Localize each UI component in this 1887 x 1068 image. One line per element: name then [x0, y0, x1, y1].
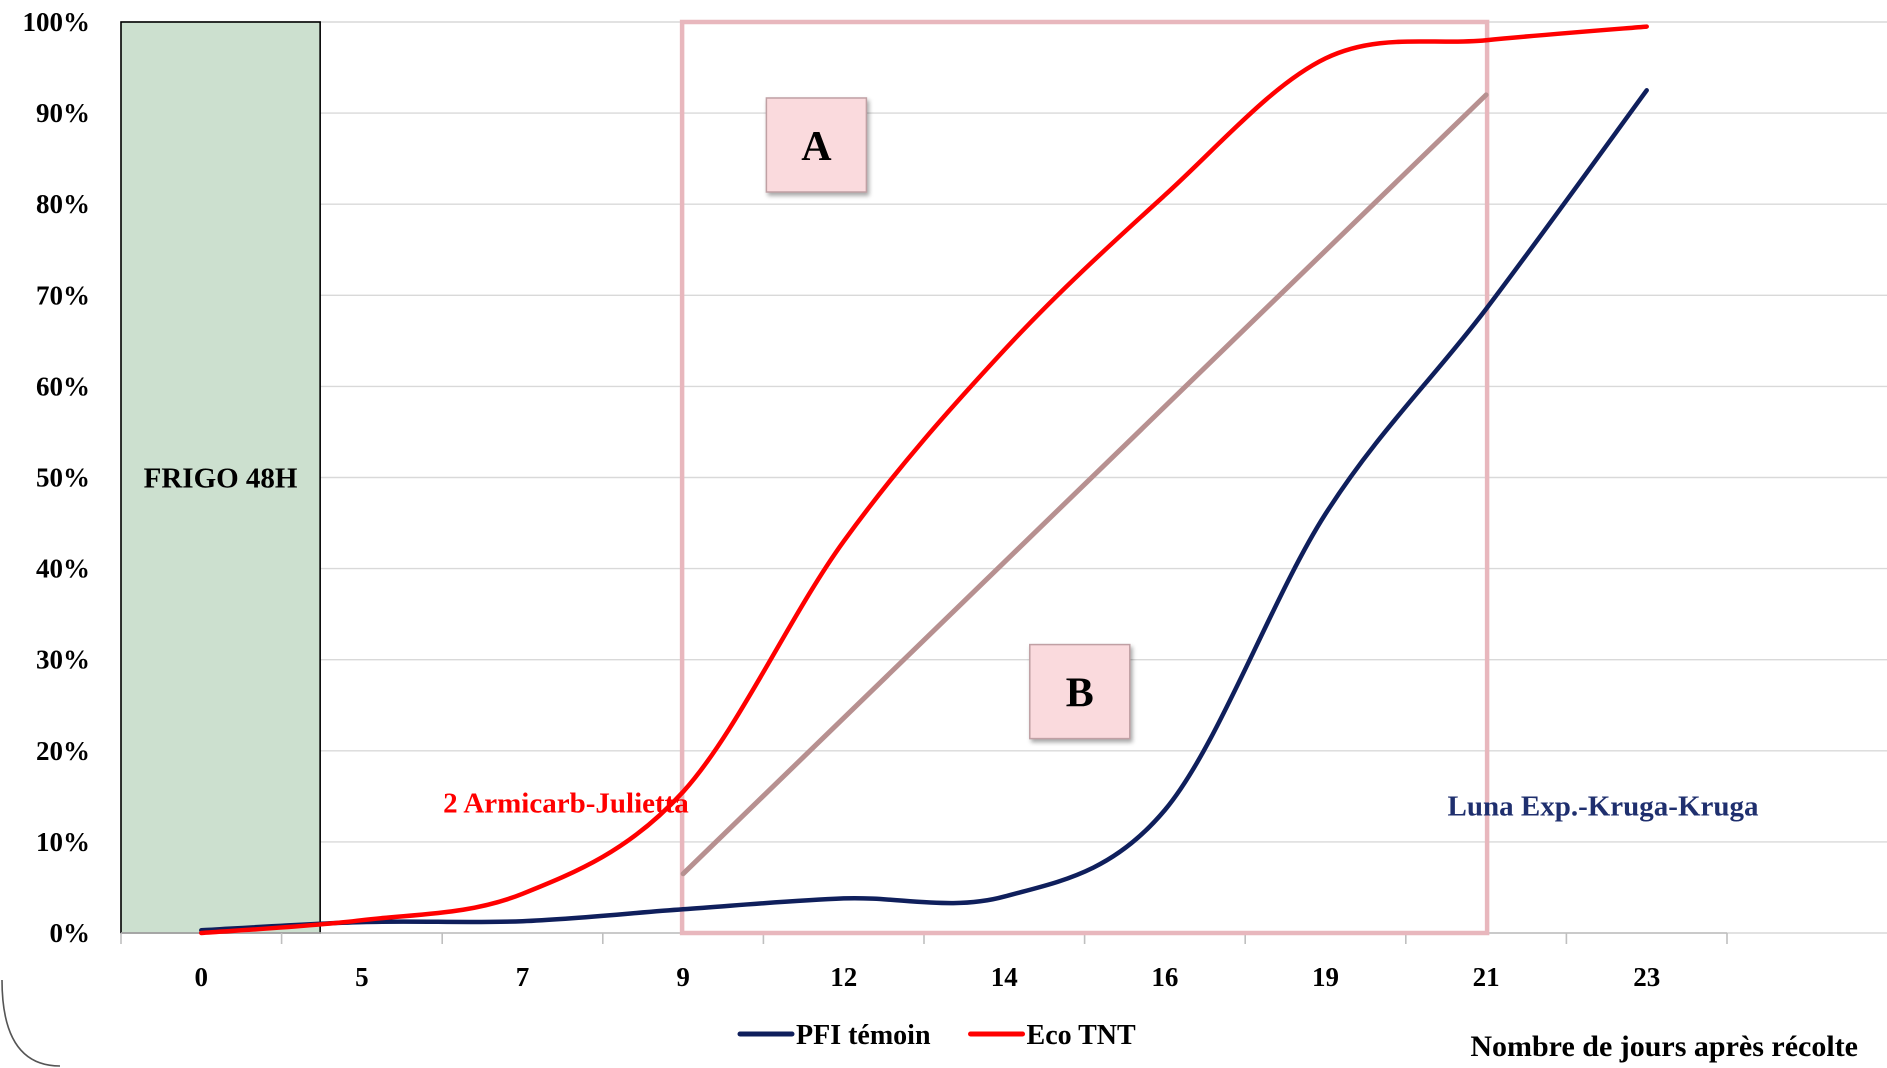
x-tick-label: 12: [830, 962, 857, 992]
x-tick-label: 5: [355, 962, 369, 992]
annotation-box-a-label: A: [801, 124, 832, 170]
y-tick-label: 80%: [36, 189, 90, 219]
y-tick-label: 60%: [36, 371, 90, 401]
annotation-box-a: A: [765, 97, 868, 193]
frigo-48h-label: FRIGO 48H: [144, 463, 298, 495]
legend-label-pfi-t-moin: PFI témoin: [796, 1020, 931, 1051]
y-tick-label: 70%: [36, 280, 90, 310]
x-tick-label: 14: [991, 962, 1018, 992]
annotation-box-b-label: B: [1066, 671, 1094, 717]
y-tick-label: 0%: [50, 918, 91, 948]
series-line-pfi-t-moin: [199, 88, 1649, 933]
annotation-box-b: B: [1029, 643, 1131, 740]
x-tick-label: 16: [1151, 962, 1178, 992]
x-tick-labels: 0 5 7 9 12 14 16 19 21 23: [195, 962, 1661, 992]
frame-corner: [1, 979, 61, 1067]
x-axis-title: Nombre de jours après récolte: [1470, 1030, 1858, 1063]
y-tick-label: 10%: [36, 827, 90, 857]
x-tick-label: 9: [676, 962, 690, 992]
y-tick-labels: 0% 10% 20% 30% 40% 50% 60% 70% 80% 90% 100%: [23, 7, 91, 948]
y-tick-label: 40%: [36, 554, 90, 584]
y-tick-label: 20%: [36, 736, 90, 766]
x-tick-label: 7: [516, 962, 530, 992]
annotation-box-b-frame: [1029, 643, 1131, 740]
frigo-48h-band: [120, 21, 321, 934]
series-line-eco-tnt: [199, 24, 1649, 936]
treatment-window-box: [679, 19, 1490, 936]
x-tick-label: 23: [1633, 962, 1660, 992]
x-tick-label: 19: [1312, 962, 1339, 992]
legend-label-eco-tnt: Eco TNT: [1027, 1020, 1136, 1051]
gridlines: [121, 21, 1887, 934]
y-tick-label: 30%: [36, 645, 90, 675]
annotation-box-a-frame: [765, 97, 868, 193]
eco-treatment-label: 2 Armicarb-Julietta: [443, 788, 689, 820]
x-tick-label: 0: [195, 962, 209, 992]
pfi-treatment-label: Luna Exp.-Kruga-Kruga: [1448, 790, 1759, 822]
series-lines: [199, 24, 1649, 936]
y-tick-label: 100%: [23, 7, 91, 37]
trend-line: [680, 92, 1489, 877]
y-tick-label: 90%: [36, 98, 90, 128]
y-tick-label: 50%: [36, 463, 90, 493]
x-tick-label: 21: [1473, 962, 1500, 992]
legend: PFI témoin Eco TNT: [737, 1020, 1136, 1051]
